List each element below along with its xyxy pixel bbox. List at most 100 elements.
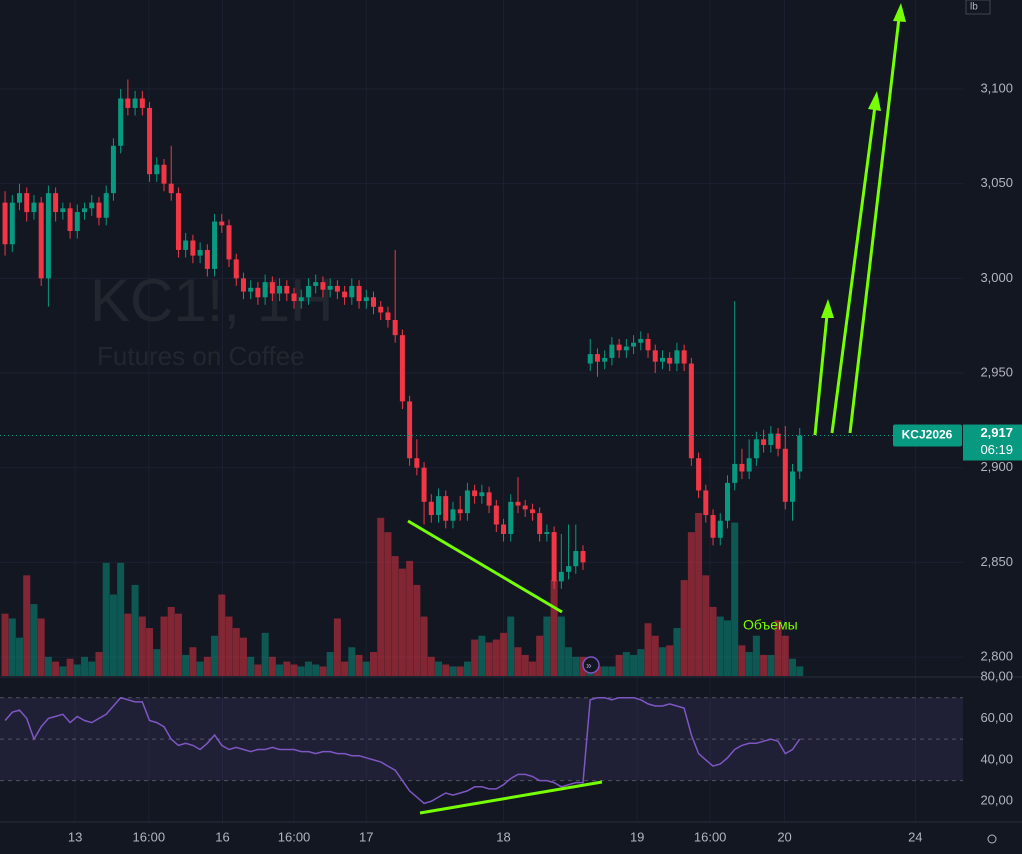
- candle-body: [139, 98, 145, 108]
- volume-bar: [326, 652, 334, 676]
- volume-bar: [796, 666, 804, 676]
- watermark-subtitle: Futures on Coffee: [97, 341, 305, 371]
- volume-bar: [687, 532, 695, 676]
- y-tick-label: 3,000: [980, 270, 1013, 285]
- volume-bar: [131, 584, 139, 676]
- candle-body: [782, 448, 788, 502]
- volume-bar: [81, 656, 89, 676]
- candle-body: [573, 551, 579, 567]
- candle-body: [746, 458, 752, 472]
- candle-body: [616, 344, 622, 351]
- volume-bar: [247, 656, 255, 676]
- volume-bar: [167, 606, 175, 676]
- volume-bar: [723, 620, 731, 676]
- y-tick-label: 2,850: [980, 554, 1013, 569]
- volume-bar: [680, 580, 688, 676]
- candle-body: [717, 520, 723, 538]
- watermark: KC1!, 1H: [90, 267, 333, 334]
- volume-bar: [666, 645, 674, 676]
- volume-bar: [37, 618, 45, 676]
- candle-body: [175, 193, 181, 250]
- volume-bar: [218, 594, 226, 676]
- candle-body: [407, 401, 413, 459]
- candle-body: [269, 282, 275, 294]
- candle-body: [45, 193, 51, 279]
- volume-bar: [362, 661, 370, 676]
- candle-body: [594, 354, 600, 362]
- volume-bar: [160, 616, 168, 676]
- rsi-tick-label: 20,00: [980, 793, 1013, 808]
- arrow-head: [893, 3, 906, 22]
- candle-body: [652, 350, 658, 362]
- volume-bar: [406, 560, 414, 676]
- candle-body: [631, 342, 637, 347]
- volume-bar: [658, 647, 666, 676]
- candle-body: [710, 515, 716, 538]
- volume-bar: [673, 628, 681, 676]
- candle-body: [761, 439, 767, 445]
- volume-bar: [644, 623, 652, 676]
- volume-bar: [333, 618, 341, 676]
- volume-bar: [767, 654, 775, 676]
- volume-bar: [528, 661, 536, 676]
- x-tick-label: 16:00: [694, 829, 727, 844]
- events-icon-glyph: »: [586, 661, 592, 672]
- candle-body: [125, 98, 131, 108]
- candle-body: [602, 357, 608, 362]
- candle-body: [696, 458, 702, 491]
- x-tick-label: 16:00: [278, 829, 311, 844]
- volume-bar: [702, 575, 710, 676]
- volume-bar: [550, 580, 558, 676]
- candle-body: [414, 458, 420, 468]
- volume-bar: [521, 654, 529, 676]
- volume-bar: [391, 556, 399, 676]
- volume-bar: [189, 647, 197, 676]
- volume-bar: [196, 661, 204, 676]
- candle-body: [342, 291, 348, 298]
- candle-body: [472, 490, 478, 497]
- candle-body: [667, 357, 673, 364]
- candle-body: [775, 433, 781, 449]
- candle-body: [580, 551, 586, 563]
- volume-bar: [261, 632, 269, 676]
- volume-bar: [463, 661, 471, 676]
- candle-body: [147, 107, 153, 175]
- candle-body: [703, 490, 709, 516]
- candle-body: [356, 285, 362, 302]
- volume-bar: [774, 620, 782, 676]
- volume-bar: [254, 664, 262, 676]
- candle-body: [305, 285, 311, 298]
- arrow: [830, 105, 877, 434]
- volume-bar: [543, 616, 551, 676]
- candle-body: [291, 293, 297, 302]
- volume-bar: [789, 658, 797, 676]
- candle-body: [797, 435, 803, 472]
- volume-bar: [203, 656, 211, 676]
- candle-body: [544, 532, 550, 534]
- candle-body: [753, 439, 759, 459]
- candle-body: [399, 335, 405, 402]
- candle-body: [154, 164, 160, 175]
- candle-body: [724, 482, 730, 521]
- candle-body: [89, 202, 95, 209]
- candle-body: [38, 202, 44, 279]
- candle-body: [739, 463, 745, 472]
- candle-body: [240, 278, 246, 292]
- volume-bar: [413, 584, 421, 676]
- settings-icon[interactable]: [987, 834, 997, 844]
- volume-bar: [146, 628, 154, 676]
- volume-bar: [709, 606, 717, 676]
- volume-bar: [601, 666, 609, 676]
- events-icon[interactable]: [582, 656, 600, 674]
- x-tick-label: 17: [359, 829, 373, 844]
- volume-bar: [398, 568, 406, 676]
- volume-bar: [651, 635, 659, 676]
- candle-body: [204, 249, 210, 269]
- x-tick-label: 13: [68, 829, 82, 844]
- last-price-label: 2,917: [980, 425, 1013, 440]
- candle-body: [450, 509, 456, 521]
- candle-body: [443, 496, 449, 521]
- price-box: [963, 424, 1022, 461]
- volume-bar: [239, 637, 247, 676]
- volume-bar: [30, 604, 38, 676]
